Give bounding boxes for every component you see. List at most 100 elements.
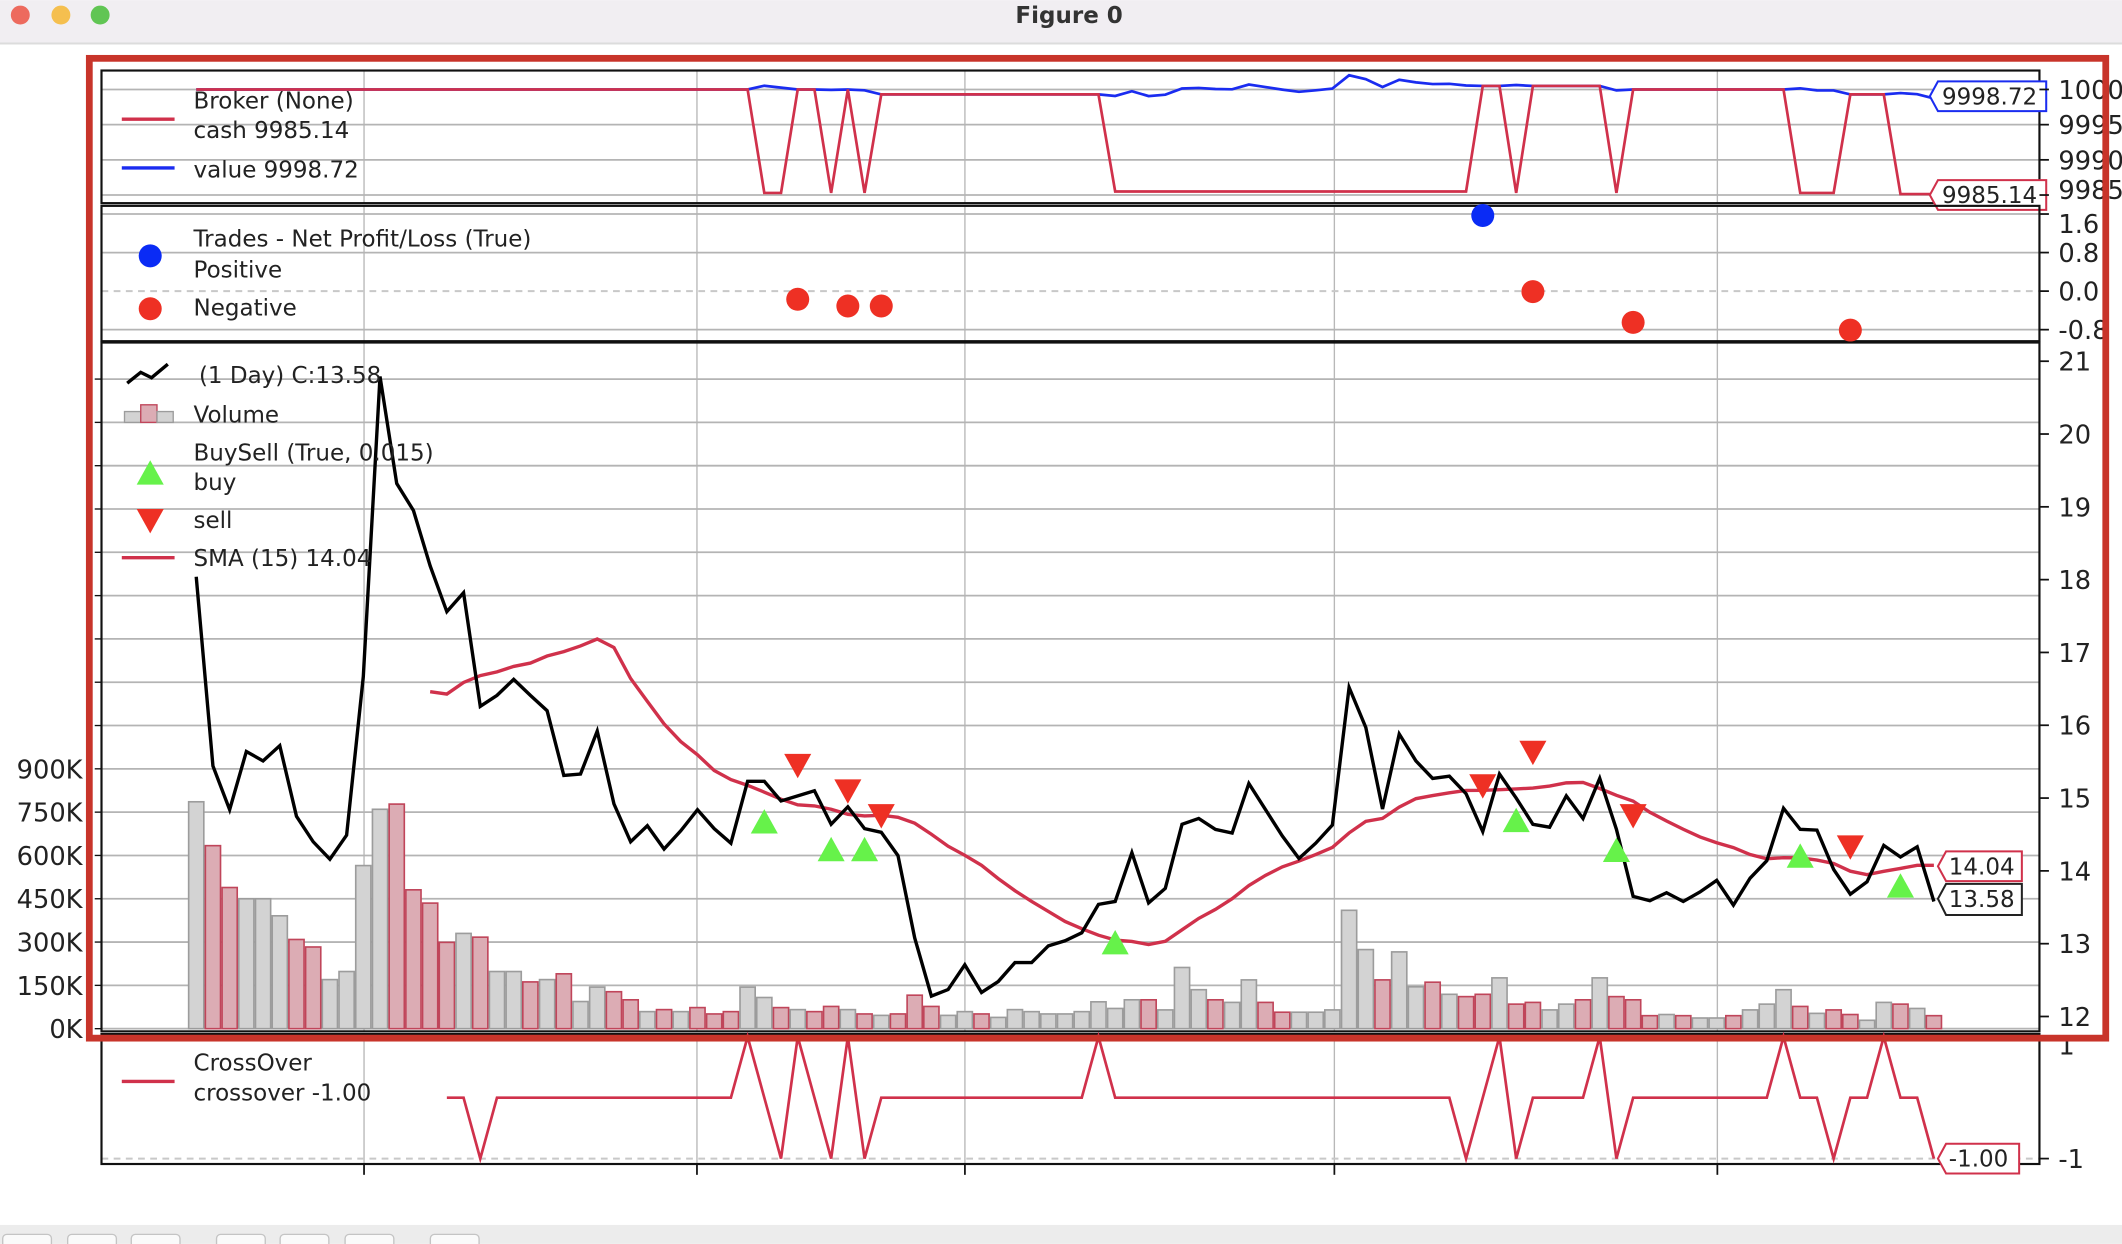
trades-y-tick-label: 0.8 <box>2058 239 2099 269</box>
price-lines <box>194 376 1936 999</box>
volume-bar <box>722 1010 740 1030</box>
price-y-tick-label: 21 <box>2058 348 2091 378</box>
volume-bar <box>338 970 355 1030</box>
negative-trade-point <box>869 294 893 318</box>
volume-bar <box>1090 1001 1107 1030</box>
volume-legend-icon <box>123 404 174 424</box>
volume-bar <box>1775 988 1792 1030</box>
volume-bars <box>187 800 1943 1030</box>
window-title: Figure 0 <box>1015 3 1122 29</box>
volume-bar <box>1474 993 1492 1030</box>
minimize-window-button[interactable] <box>51 5 71 25</box>
back-button[interactable] <box>66 1233 118 1244</box>
volume-bar <box>288 938 305 1030</box>
trades-panel: Trades - Net Profit/Loss (True) Positive… <box>100 203 2109 346</box>
maximize-window-button[interactable] <box>90 5 110 25</box>
price-y-tick-label: 16 <box>2058 712 2091 742</box>
volume-bar <box>872 1014 890 1030</box>
volume-bar <box>1724 1014 1742 1030</box>
volume-bar <box>1557 1003 1575 1030</box>
volume-bar <box>455 932 472 1030</box>
sma-line <box>429 637 1934 947</box>
volume-bar <box>1541 1009 1558 1030</box>
broker-lines <box>196 73 1935 196</box>
zoom-button[interactable] <box>279 1233 330 1244</box>
close-tag: 13.58 <box>1949 887 2015 913</box>
volume-bar <box>906 994 924 1030</box>
volume-bar <box>739 986 756 1030</box>
price-axes <box>100 341 2041 1033</box>
price-y-tick-label: 15 <box>2058 785 2091 815</box>
volume-y-tick-label: 0K <box>49 1015 83 1045</box>
trades-y-tick-label: 0.0 <box>2058 278 2099 308</box>
trades-legend-title: Trades - Net Profit/Loss (True) <box>193 226 532 252</box>
crossover-line <box>446 1031 1936 1164</box>
negative-trade-point <box>836 294 860 318</box>
volume-y-tick-label: 600K <box>17 842 84 872</box>
volume-bar <box>973 1013 990 1030</box>
volume-bar <box>1741 1009 1759 1030</box>
volume-bar <box>572 1000 589 1030</box>
crossover-tag: -1.00 <box>1949 1147 2009 1173</box>
volume-bar <box>1123 998 1141 1030</box>
broker-legend-title: Broker (None) <box>194 88 354 114</box>
price-y-tick-label: 14 <box>2058 857 2091 887</box>
price-y-tick-label: 13 <box>2058 930 2091 960</box>
trades-y-tick-label: 1.6 <box>2058 210 2099 240</box>
price-y-tick-label: 17 <box>2058 639 2091 669</box>
volume-bar <box>806 1010 823 1030</box>
broker-axes <box>100 69 2041 205</box>
volume-bar <box>1290 1011 1308 1030</box>
trades-y-tick-label: -0.8 <box>2058 316 2108 346</box>
buy-marker <box>851 836 879 862</box>
volume-y-tick-label: 150K <box>17 972 84 1002</box>
volume-bar <box>1407 986 1425 1030</box>
volume-bar <box>1524 1001 1542 1030</box>
volume-bar <box>371 808 389 1030</box>
volume-y-tick-label: 750K <box>17 799 84 829</box>
price-y-tick-label: 18 <box>2058 566 2091 596</box>
volume-bar <box>605 990 623 1030</box>
save-button[interactable] <box>429 1233 480 1244</box>
home-button[interactable] <box>2 1233 53 1244</box>
forward-button[interactable] <box>130 1233 181 1244</box>
volume-bar <box>1691 1017 1709 1030</box>
volume-bar <box>522 981 539 1030</box>
buy-marker <box>817 836 845 862</box>
buy-marker <box>750 809 778 834</box>
volume-bar <box>1324 1009 1341 1030</box>
negative-trade-point <box>786 287 810 311</box>
volume-bar <box>1791 1005 1809 1030</box>
volume-bar <box>1106 1007 1124 1030</box>
volume-bar <box>1925 1014 1943 1030</box>
volume-bar <box>1908 1007 1926 1030</box>
buy-legend-marker <box>136 460 164 485</box>
subplots-button[interactable] <box>344 1233 395 1244</box>
crossover-line-path <box>446 1031 1936 1164</box>
volume-bar <box>1156 1009 1174 1030</box>
pan-button[interactable] <box>215 1233 266 1244</box>
volume-bar <box>989 1016 1007 1030</box>
volume-bar <box>271 914 289 1030</box>
close-window-button[interactable] <box>10 5 30 25</box>
crossover-tag-box <box>1936 1142 2021 1175</box>
buysell-legend-title: BuySell (True, 0.015) <box>194 440 434 466</box>
volume-bar <box>1491 977 1508 1030</box>
data-legend-label: (1 Day) C:13.58 <box>199 363 381 389</box>
volume-bar <box>956 1010 974 1030</box>
volume-bar <box>755 996 773 1030</box>
sell-marker <box>1836 835 1864 860</box>
volume-bar <box>237 897 255 1030</box>
volume-bar <box>221 886 239 1030</box>
volume-bar <box>672 1010 690 1030</box>
title-bar <box>0 0 2122 44</box>
volume-bar <box>939 1014 957 1030</box>
volume-y-tick-label: 450K <box>17 885 84 915</box>
x-axis-ticks <box>363 1164 1719 1175</box>
volume-bar <box>622 998 640 1030</box>
cash-legend-label: cash 9985.14 <box>194 118 350 144</box>
crossover-legend-title: CrossOver <box>194 1051 313 1077</box>
buy-legend-label: buy <box>194 470 237 496</box>
volume-bar <box>1207 998 1224 1030</box>
buy-marker <box>1502 807 1530 833</box>
